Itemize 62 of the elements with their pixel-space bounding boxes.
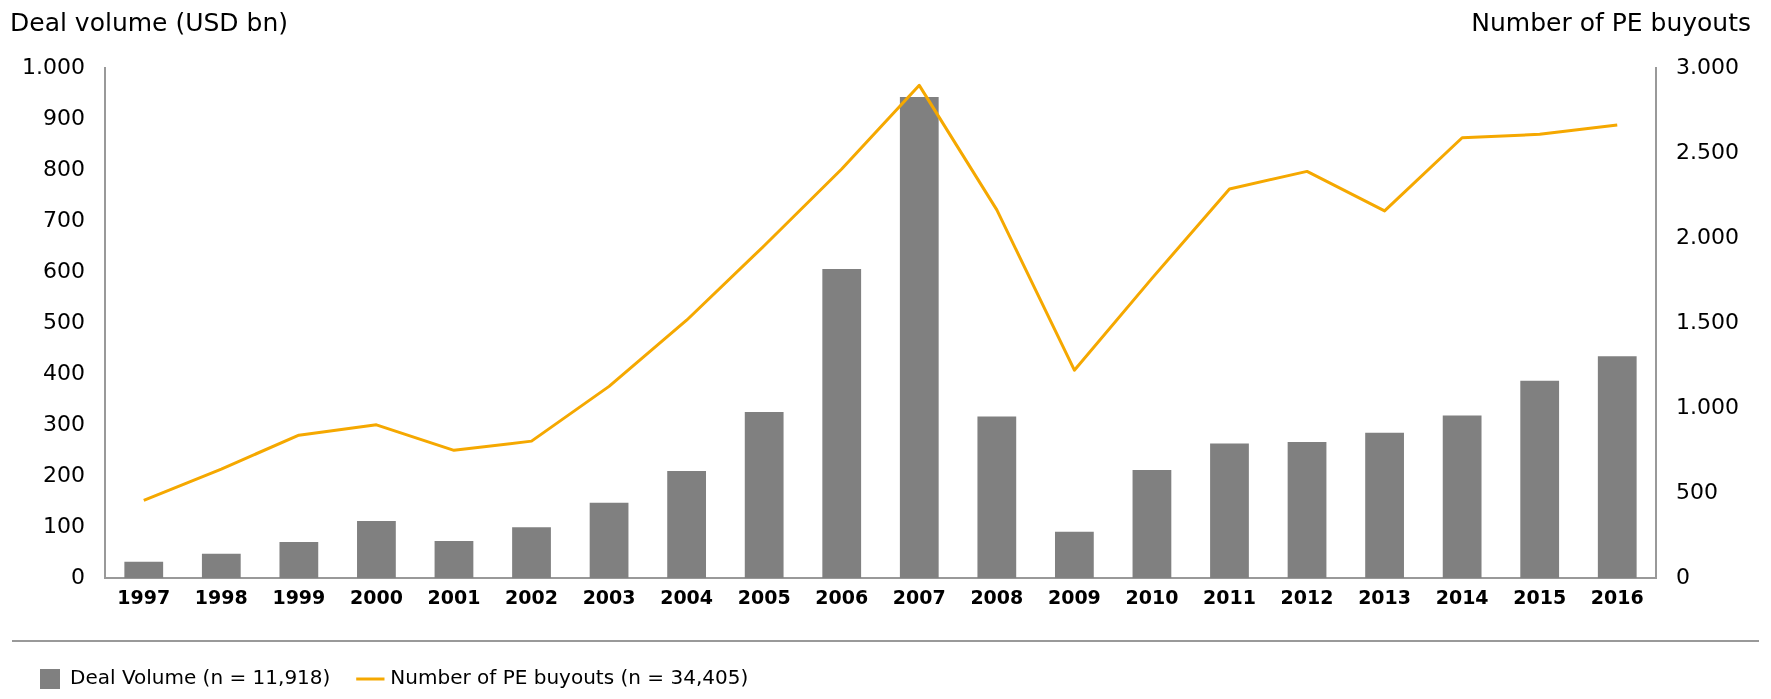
bar <box>1365 432 1404 579</box>
y-axis-title: Deal volume (USD bn) <box>10 8 288 37</box>
y-tick-label: 700 <box>42 206 85 232</box>
x-tick-label: 2000 <box>349 585 403 608</box>
y-tick-label: 200 <box>42 461 85 487</box>
bar <box>744 411 784 579</box>
x-tick-label: 2001 <box>427 585 481 608</box>
x-tick-label: 2010 <box>1125 585 1179 608</box>
y2-axis-title: Number of PE buyouts <box>1471 8 1751 37</box>
bar <box>1210 443 1249 579</box>
y2-tick-label: 3.000 <box>1676 53 1739 79</box>
x-tick-label: 1998 <box>194 585 248 608</box>
x-tick-label: 2007 <box>892 585 946 608</box>
bar <box>1054 531 1094 579</box>
y-tick-label: 900 <box>42 104 85 130</box>
x-tick-label: 2004 <box>660 585 714 608</box>
y-tick-label: 1.000 <box>22 53 85 79</box>
y-tick-label: 300 <box>42 410 85 436</box>
y2-tick-label: 500 <box>1676 478 1719 504</box>
bar <box>434 540 474 579</box>
legend-label: Deal Volume (n = 11,918) <box>70 665 331 690</box>
x-tick-label: 2014 <box>1435 585 1489 608</box>
x-tick-label: 2002 <box>505 585 558 608</box>
y-tick-label: 100 <box>42 512 85 538</box>
y2-tick-label: 2.000 <box>1676 223 1739 249</box>
bar <box>1520 380 1560 579</box>
x-tick-label: 2003 <box>582 585 636 608</box>
x-tick-label: 2012 <box>1280 585 1334 608</box>
y-tick-label: 0 <box>70 563 85 589</box>
bar <box>201 553 241 579</box>
bar <box>1287 441 1327 579</box>
x-tick-label: 2009 <box>1047 585 1101 608</box>
y2-tick-label: 2.500 <box>1676 138 1739 164</box>
bar <box>977 416 1017 579</box>
bar <box>1132 470 1172 579</box>
y-tick-label: 400 <box>42 359 85 385</box>
x-tick-label: 2015 <box>1513 585 1567 608</box>
bar <box>667 471 707 579</box>
bar <box>1597 356 1637 579</box>
bar <box>357 521 396 579</box>
bar <box>1442 415 1482 579</box>
y-tick-label: 600 <box>42 257 85 283</box>
bar <box>279 541 319 579</box>
y-tick-label: 500 <box>42 308 85 334</box>
y2-tick-label: 1.500 <box>1676 308 1739 334</box>
y-tick-label: 800 <box>42 155 85 181</box>
y2-tick-label: 1.000 <box>1676 393 1739 419</box>
bar <box>124 561 164 579</box>
bar <box>899 97 939 579</box>
bar <box>589 502 629 579</box>
x-tick-label: 2006 <box>815 585 869 608</box>
x-tick-label: 2008 <box>970 585 1024 608</box>
x-tick-label: 2011 <box>1203 585 1256 608</box>
bar <box>512 527 551 579</box>
x-tick-label: 2005 <box>737 585 791 608</box>
x-tick-label: 2016 <box>1590 585 1644 608</box>
bar <box>822 269 862 579</box>
x-tick-label: 1997 <box>117 585 171 608</box>
y2-tick-label: 0 <box>1676 563 1691 589</box>
legend-label: Number of PE buyouts (n = 34,405) <box>390 665 749 690</box>
x-tick-label: 1999 <box>272 585 326 608</box>
x-tick-label: 2013 <box>1358 585 1412 608</box>
